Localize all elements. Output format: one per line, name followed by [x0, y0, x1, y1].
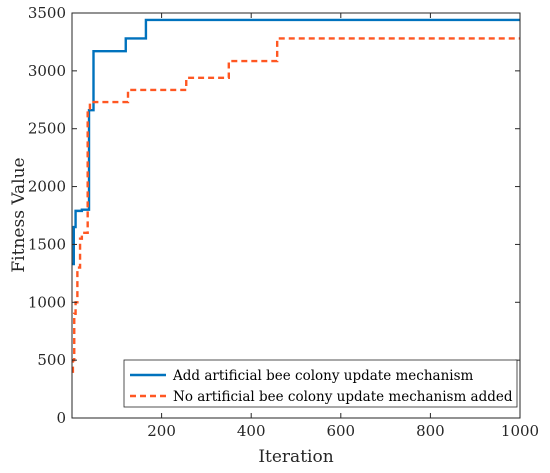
x-tick-label: 200: [147, 422, 176, 440]
y-tick-label: 2000: [28, 178, 66, 196]
legend-label-no-abc: No artificial bee colony update mechanis…: [173, 389, 513, 405]
ticks-layer: 0 500 1000 1500 2000 2500 3000 3500 200 400 600 800…: [28, 4, 539, 440]
y-tick-label: 3500: [28, 4, 66, 22]
x-axis-title: Iteration: [258, 447, 333, 467]
series-line-0: [72, 18, 520, 266]
y-tick-label: 3000: [28, 62, 66, 80]
x-tick-label: 800: [416, 422, 445, 440]
y-tick-label: 2500: [28, 120, 66, 138]
y-tick-label: 1000: [28, 293, 66, 311]
legend-label-add-abc: Add artificial bee colony update mechani…: [172, 368, 474, 384]
y-tick-label: 1500: [28, 235, 66, 253]
x-tick-label: 400: [237, 422, 266, 440]
series-line-1: [71, 37, 520, 373]
legend-box: [123, 359, 518, 408]
y-tick-label: 0: [56, 409, 66, 427]
y-axis-title: Fitness Value: [9, 157, 29, 272]
x-tick-label: 1000: [501, 422, 539, 440]
legend: Add artificial bee colony update mechani…: [123, 359, 518, 408]
plot-frame: [71, 12, 521, 419]
x-tick-label: 600: [326, 422, 355, 440]
y-tick-label: 500: [37, 351, 66, 369]
series-layer: [71, 18, 520, 373]
plot-background: [72, 13, 520, 418]
